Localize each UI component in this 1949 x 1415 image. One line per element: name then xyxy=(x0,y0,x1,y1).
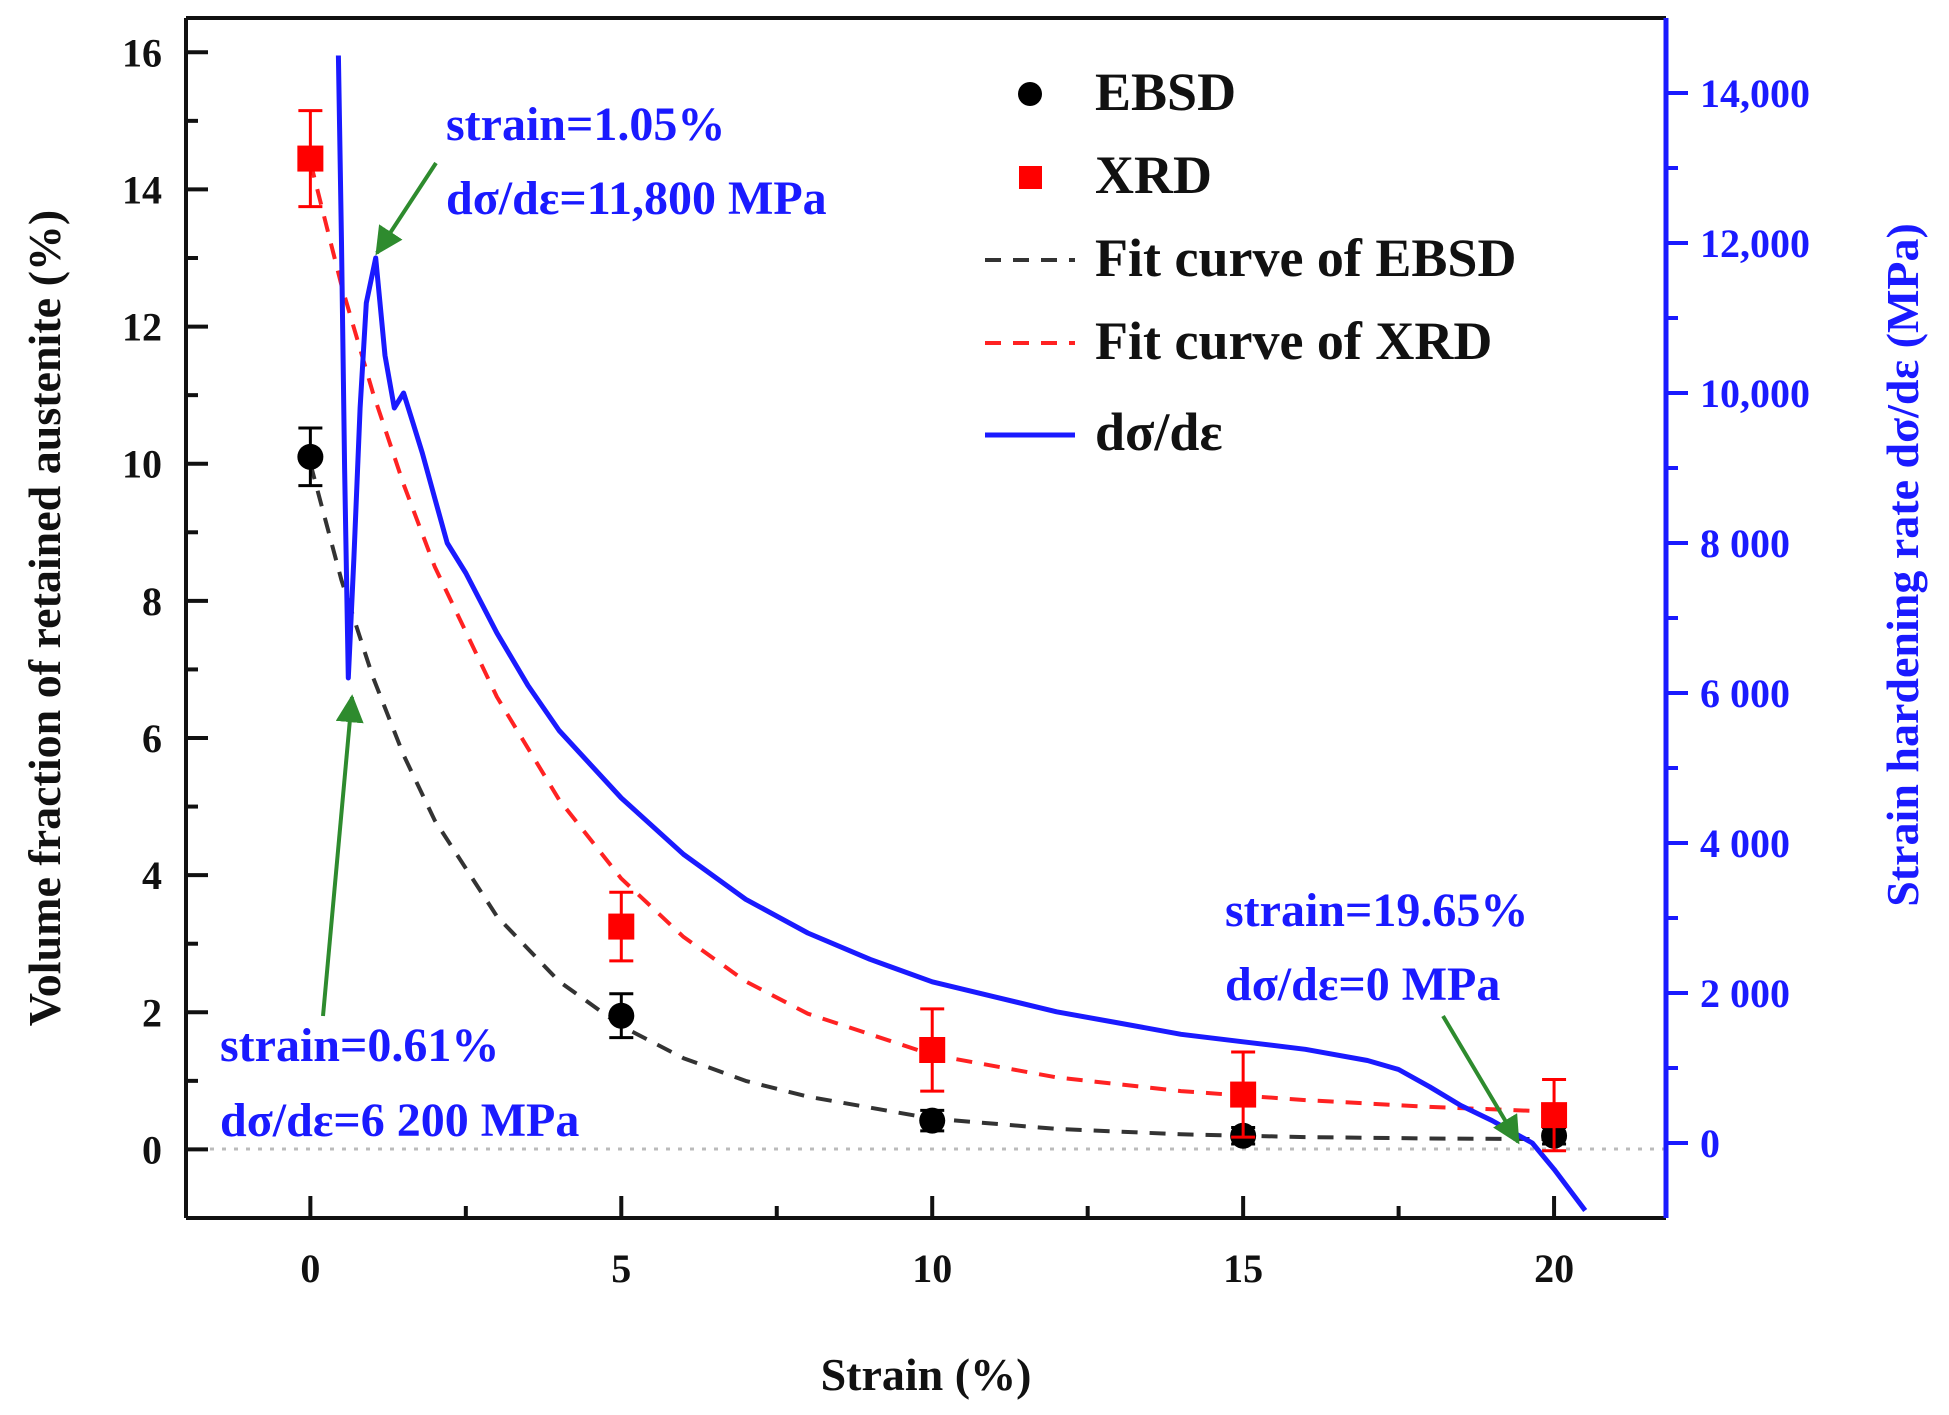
y-tick-label: 8 xyxy=(142,579,162,624)
y2-axis-ticks: 0 2 000 4 000 6 000 8 000 10,000 12,000 14,000 xyxy=(1666,71,1810,1166)
annotation-valley-line1: strain=0.61% xyxy=(220,1019,499,1072)
xrd-point xyxy=(919,1037,946,1063)
x-tick-label: 10 xyxy=(912,1246,952,1291)
plot-frame xyxy=(184,16,1669,1220)
annotation-valley-line2: dσ/dε=6 200 MPa xyxy=(220,1094,579,1147)
y-tick-label: 10 xyxy=(122,442,162,487)
annotation-zero-crossing: strain=19.65% dσ/dε=0 MPa xyxy=(1225,884,1528,1145)
y2-tick-label: 8 000 xyxy=(1700,521,1790,566)
ebsd-point xyxy=(608,1002,635,1029)
y2-tick-label: 4 000 xyxy=(1700,821,1790,866)
annotation-zero-line1: strain=19.65% xyxy=(1225,884,1528,937)
y-axis-title: Volume fraction of retained austenite (%… xyxy=(19,210,70,1026)
strain-hardening-rate-line xyxy=(335,55,1588,1213)
fit-curve-ebsd xyxy=(308,463,1555,1142)
x-axis-title: Strain (%) xyxy=(821,1349,1032,1400)
ebsd-point xyxy=(919,1107,946,1134)
legend-label-dsigma: dσ/dε xyxy=(1095,402,1223,462)
fit-curve-xrd xyxy=(308,161,1555,1114)
legend-symbol-xrd xyxy=(1019,166,1042,189)
y-tick-label: 4 xyxy=(142,853,162,898)
legend: EBSD XRD Fit curve of EBSD Fit curve of … xyxy=(985,62,1516,462)
x-tick-label: 20 xyxy=(1534,1246,1574,1291)
annotation-peak: strain=1.05% dσ/dε=11,800 MPa xyxy=(375,98,827,256)
y-tick-label: 16 xyxy=(122,30,162,75)
y-axis-ticks: 0 2 4 6 8 10 12 14 16 xyxy=(122,30,208,1172)
y2-tick-label: 6 000 xyxy=(1700,671,1790,716)
annotation-zero-line2: dσ/dε=0 MPa xyxy=(1225,958,1500,1011)
y2-tick-label: 0 xyxy=(1700,1121,1720,1166)
annotation-peak-line1: strain=1.05% xyxy=(446,98,725,151)
ebsd-point xyxy=(297,443,324,470)
xrd-point xyxy=(1541,1102,1568,1129)
annotation-valley-arrow xyxy=(321,694,364,1017)
x-axis-ticks: 0 5 10 15 20 xyxy=(300,1196,1574,1291)
annotation-zero-arrow xyxy=(1441,1014,1520,1145)
x-tick-label: 5 xyxy=(611,1246,631,1291)
xrd-point xyxy=(297,145,324,172)
x-tick-label: 0 xyxy=(300,1246,320,1291)
annotation-peak-line2: dσ/dε=11,800 MPa xyxy=(446,172,827,225)
y-tick-label: 14 xyxy=(122,167,162,212)
annotation-valley: strain=0.61% dσ/dε=6 200 MPa xyxy=(220,694,579,1147)
legend-label-xrd: XRD xyxy=(1095,145,1212,205)
legend-symbol-ebsd xyxy=(1018,82,1042,106)
y-tick-label: 2 xyxy=(142,990,162,1035)
y2-axis-title: Strain hardening rate dσ/dε (MPa) xyxy=(1877,223,1928,907)
xrd-point xyxy=(608,913,635,940)
y2-tick-label: 14,000 xyxy=(1700,71,1810,116)
legend-label-fit-ebsd: Fit curve of EBSD xyxy=(1095,228,1516,288)
y2-tick-label: 2 000 xyxy=(1700,971,1790,1016)
xrd-point xyxy=(1230,1081,1257,1108)
plot-area xyxy=(297,55,1588,1213)
x-tick-label: 15 xyxy=(1223,1246,1263,1291)
y2-tick-label: 12,000 xyxy=(1700,221,1810,266)
y-tick-label: 0 xyxy=(142,1127,162,1172)
y-tick-label: 12 xyxy=(122,305,162,350)
legend-label-fit-xrd: Fit curve of XRD xyxy=(1095,311,1492,371)
y2-tick-label: 10,000 xyxy=(1700,371,1810,416)
annotation-peak-arrow xyxy=(375,161,438,256)
legend-label-ebsd: EBSD xyxy=(1095,62,1236,122)
y-tick-label: 6 xyxy=(142,716,162,761)
